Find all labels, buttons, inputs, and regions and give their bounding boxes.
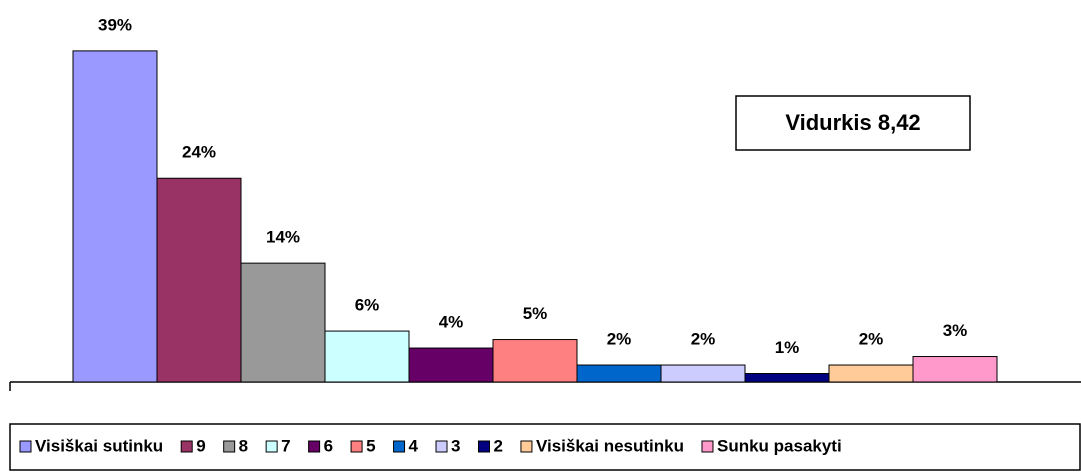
bar — [324, 330, 410, 383]
data-label: 5% — [523, 304, 548, 323]
data-label: 1% — [775, 338, 800, 357]
data-label: 24% — [182, 143, 216, 162]
data-label: 2% — [691, 330, 716, 349]
data-label: 14% — [266, 228, 300, 247]
legend-swatch — [19, 440, 32, 453]
legend-label: 7 — [281, 436, 290, 455]
legend-label: 3 — [451, 436, 460, 455]
legend-label: Sunku pasakyti — [717, 436, 842, 455]
legend-label: 6 — [324, 436, 333, 455]
legend-label: 5 — [366, 436, 375, 455]
bar — [660, 364, 746, 383]
data-label: 3% — [943, 321, 968, 340]
annotation-box — [735, 95, 971, 151]
bar — [240, 262, 326, 383]
legend-label: 2 — [493, 436, 502, 455]
bar — [912, 356, 998, 383]
bar — [744, 373, 830, 383]
bar — [492, 339, 578, 383]
legend-label: 8 — [239, 436, 248, 455]
legend-label: Visiškai sutinku — [35, 436, 163, 455]
legend-label: 9 — [196, 436, 205, 455]
legend-swatch — [520, 440, 533, 453]
legend-swatch — [701, 440, 714, 453]
legend-swatch — [180, 440, 193, 453]
legend-swatch — [477, 440, 490, 453]
legend-swatch — [223, 440, 236, 453]
legend-label: 4 — [409, 436, 419, 455]
data-label: 6% — [355, 296, 380, 315]
bar — [408, 347, 494, 383]
data-label: 2% — [607, 330, 632, 349]
legend-swatch — [393, 440, 406, 453]
legend-label: Visiškai nesutinku — [536, 436, 684, 455]
bar — [72, 50, 158, 383]
bar — [156, 177, 242, 383]
legend-swatch — [308, 440, 321, 453]
legend-swatch — [435, 440, 448, 453]
annotation: Vidurkis 8,42 — [785, 110, 920, 135]
data-label: 2% — [859, 330, 884, 349]
legend-swatch — [265, 440, 278, 453]
data-label: 4% — [439, 313, 464, 332]
bar — [576, 364, 662, 383]
bar — [828, 364, 914, 383]
data-label: 39% — [98, 15, 132, 34]
legend-swatch — [350, 440, 363, 453]
